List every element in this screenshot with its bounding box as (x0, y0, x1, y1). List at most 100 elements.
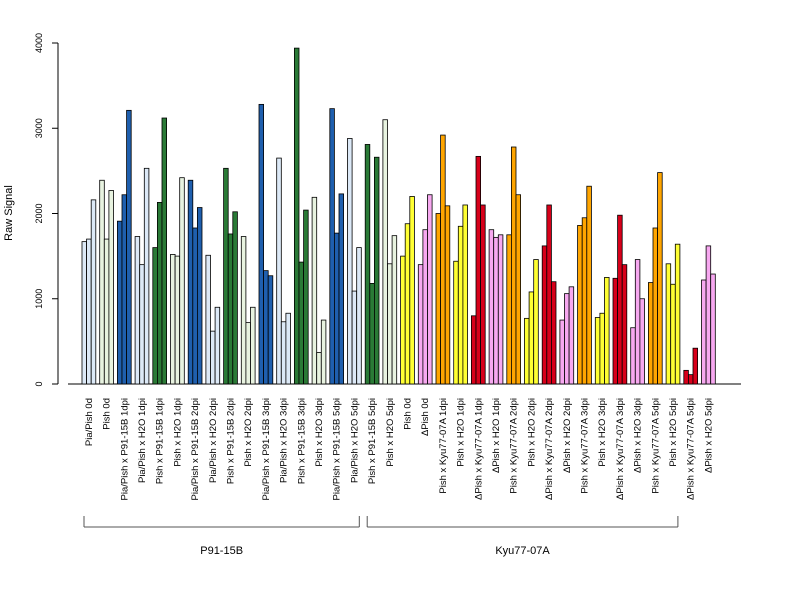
bar (338, 193, 344, 385)
bar (657, 172, 663, 385)
bar (117, 220, 123, 385)
bar (564, 293, 570, 385)
x-tick-label: Pish 0d (403, 398, 414, 430)
bar (524, 317, 530, 385)
bar (440, 134, 446, 385)
y-tick-label: 1000 (34, 289, 44, 309)
bar (196, 207, 203, 385)
bar (298, 261, 304, 385)
bar (311, 196, 318, 385)
bar (387, 263, 393, 385)
bar (493, 236, 499, 385)
x-tick-label: Pish x Kyu77-07A 3dpi (580, 398, 591, 494)
bar (617, 214, 623, 385)
y-axis-title: Raw Signal (3, 185, 15, 241)
bar (417, 264, 424, 385)
bar (329, 108, 335, 385)
y-tick-label: 0 (34, 381, 44, 386)
group-label: Kyu77-07A (495, 545, 550, 557)
bar (710, 273, 716, 385)
x-tick-label: Pish x H2O 1dpi (172, 398, 183, 467)
bar (382, 119, 388, 385)
bar (143, 167, 150, 385)
bar (293, 47, 300, 385)
bar (267, 275, 274, 385)
bar (108, 190, 114, 385)
bar (152, 247, 158, 385)
bar (705, 245, 712, 385)
x-tick-label: ΔPish x H2O 3dpi (633, 398, 644, 473)
bar (369, 283, 375, 385)
bar (515, 194, 521, 385)
x-tick-label: Pish x P91-15B 1dpi (155, 398, 166, 484)
bar (170, 254, 176, 385)
bars-layer (81, 47, 716, 385)
bar (541, 245, 548, 385)
bar (546, 204, 552, 385)
bar (174, 255, 181, 385)
x-tick-label: Pia/Pish x P91-15B 2dpi (190, 398, 201, 500)
bar (351, 290, 358, 385)
x-tick-label: Pia/Pish x H2O 3dpi (279, 398, 290, 483)
bar (435, 213, 441, 385)
bar (510, 146, 517, 385)
bar (347, 138, 353, 385)
bar (559, 319, 565, 385)
bar (497, 234, 504, 385)
bar (674, 243, 681, 385)
bar (364, 144, 371, 385)
bar (121, 194, 127, 385)
x-tick-label: Pish x H2O 3dpi (314, 398, 325, 467)
x-tick-label: Pish x H2O 2dpi (243, 398, 254, 467)
bar (533, 259, 539, 385)
bar (333, 232, 340, 385)
bar (577, 225, 583, 385)
bar (103, 238, 110, 385)
x-tick-label: ΔPish x Kyu77-07A 2dpi (544, 398, 555, 500)
bar (263, 270, 269, 385)
bar (276, 157, 282, 385)
bar (303, 209, 309, 385)
x-tick-label: ΔPish x Kyu77-07A 1dpi (473, 398, 484, 500)
bar (528, 291, 535, 385)
x-tick-label: Pia/Pish 0d (84, 398, 95, 446)
y-tick-label: 4000 (34, 33, 44, 53)
bar (648, 282, 654, 385)
x-tick-label: ΔPish x H2O 5dpi (703, 398, 714, 473)
bar (692, 347, 698, 385)
bar (205, 254, 211, 385)
x-tick-labels: Pia/Pish 0d Pish 0d Pia/Pish x P91-15B 1dp… (84, 398, 715, 500)
bar (639, 298, 645, 385)
bar (90, 199, 97, 385)
bar (232, 211, 238, 385)
bar (581, 217, 588, 385)
bar (594, 317, 601, 385)
x-tick-label: Pia/Pish x P91-15B 1dpi (119, 398, 130, 500)
x-tick-label: ΔPish x Kyu77-07A 5dpi (686, 398, 697, 500)
bar (187, 179, 194, 385)
bar (156, 202, 163, 385)
x-tick-label: Pish x H2O 5dpi (385, 398, 396, 467)
x-tick-label: Pish x Kyu77-07A 1dpi (438, 398, 449, 494)
bar (688, 374, 694, 385)
bar (506, 234, 512, 385)
x-tick-label: ΔPish 0d (420, 398, 431, 436)
bar (285, 312, 291, 385)
x-tick-label: Pish x H2O 3dpi (597, 398, 608, 467)
y-tick-label: 3000 (34, 118, 44, 138)
bar (404, 223, 411, 385)
bar (634, 259, 641, 385)
bar (316, 352, 322, 385)
x-tick-label: Pish x Kyu77-07A 2dpi (509, 398, 520, 494)
x-tick-label: Pish x P91-15B 2dpi (226, 398, 237, 484)
bar (444, 205, 451, 385)
bar (81, 241, 87, 385)
bar (453, 260, 459, 385)
y-tick-label: 2000 (34, 203, 44, 223)
x-tick-label: Pia/Pish x P91-15B 5dpi (332, 398, 343, 500)
x-tick-label: ΔPish x H2O 2dpi (562, 398, 573, 473)
bar (179, 177, 185, 385)
bar (400, 255, 406, 385)
x-tick-label: Pish 0d (102, 398, 113, 430)
